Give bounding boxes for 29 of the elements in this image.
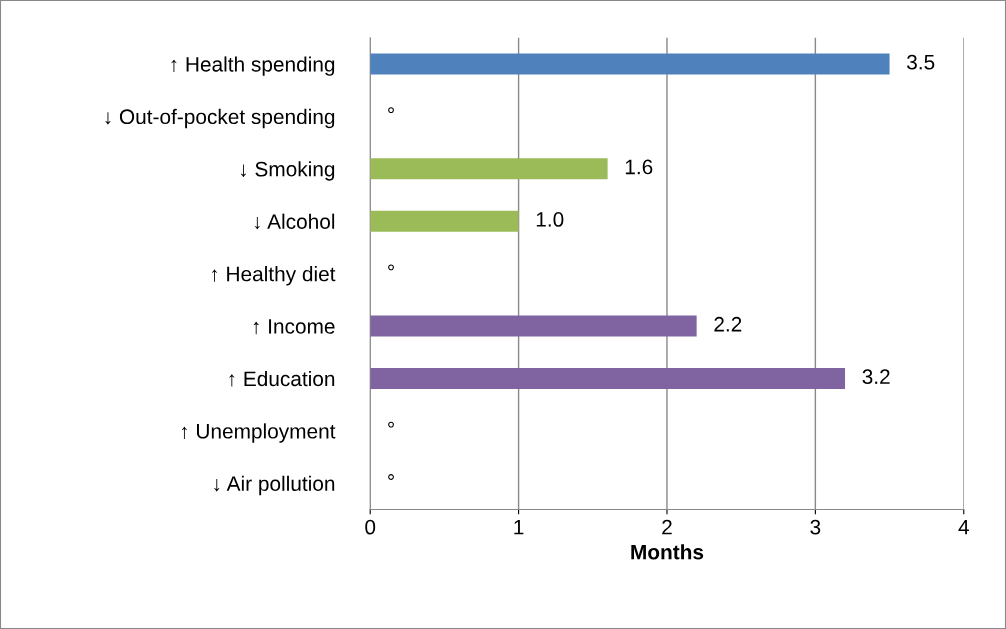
data-label: 1.6 [625, 159, 653, 175]
data-label: 2.2 [714, 316, 742, 332]
y-tick-label: ↑ Healthy diet [212, 266, 336, 286]
y-tick-label: ↑ Unemployment [181, 423, 336, 443]
y-tick-label: ↓ Air pollution [214, 475, 335, 496]
data-label: ° [388, 474, 394, 480]
data-label: 3.2 [862, 369, 890, 385]
bar [370, 53, 890, 75]
x-tick-label: 3 [810, 519, 821, 535]
bar [370, 315, 697, 337]
x-tick-label: 2 [662, 519, 672, 535]
x-axis-title: Months [631, 544, 704, 560]
x-tick-label: 4 [958, 519, 969, 535]
data-label: 3.5 [907, 54, 935, 70]
x-tick-label: 0 [365, 519, 376, 535]
data-label: 1.0 [536, 212, 564, 227]
bar [370, 158, 608, 180]
y-tick-label: ↑ Education [229, 370, 335, 387]
y-tick-label: ↓ Smoking [241, 161, 335, 181]
x-tick-label: 1 [514, 519, 524, 535]
data-label: ° [388, 421, 394, 428]
bar [370, 367, 846, 389]
y-tick-label: ↓ Alcohol [254, 213, 335, 230]
data-label: ° [388, 264, 394, 271]
y-tick-label: ↑ Income [253, 319, 335, 335]
y-tick-label: ↓ Out-of-pocket spending [105, 108, 335, 129]
data-label: ° [388, 107, 394, 113]
y-tick-label: ↑ Health spending [171, 56, 335, 76]
bar [370, 210, 519, 232]
